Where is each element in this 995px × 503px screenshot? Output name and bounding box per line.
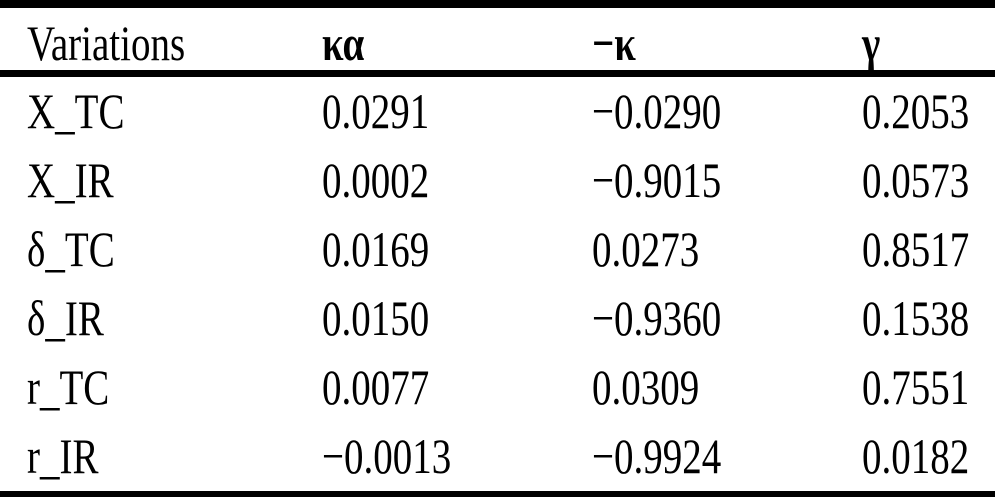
table-header-rule (0, 70, 995, 77)
column-header-neg-kappa: −κ (592, 8, 862, 78)
column-header-neg-kappa-label: −κ (592, 15, 636, 71)
table-row-x-tc: X_TC 0.0291 −0.0290 0.2053 (0, 77, 995, 146)
table-row-r-tc: r_TC 0.0077 0.0309 0.7551 (0, 353, 995, 422)
table-row-x-ir: X_IR 0.0002 −0.9015 0.0573 (0, 146, 995, 215)
cell-value: 0.8517 (862, 221, 970, 277)
row-label: r_IR (27, 428, 99, 484)
cell-value: 0.0002 (322, 152, 430, 208)
cell-value: 0.0573 (862, 152, 970, 208)
row-label: r_TC (27, 359, 110, 415)
cell-value: 0.0182 (862, 428, 970, 484)
cell-value: 0.0150 (322, 290, 430, 346)
table-top-rule (0, 0, 995, 8)
column-header-kappa-alpha-label: κα (322, 15, 365, 71)
cell-value: 0.0273 (592, 221, 700, 277)
cell-value: −0.0013 (322, 428, 452, 484)
column-header-gamma: γ (862, 8, 995, 78)
row-label: δ_IR (27, 290, 104, 346)
cell-value: 0.0291 (322, 83, 430, 139)
cell-value: 0.1538 (862, 290, 970, 346)
table-row-delta-ir: δ_IR 0.0150 −0.9360 0.1538 (0, 284, 995, 353)
table-row-delta-tc: δ_TC 0.0169 0.0273 0.8517 (0, 215, 995, 284)
column-header-kappa-alpha: κα (322, 8, 592, 78)
table-header-row: Variations κα −κ γ (0, 8, 995, 71)
cell-value: −0.0290 (592, 83, 722, 139)
table-row-r-ir: r_IR −0.0013 −0.9924 0.0182 (0, 422, 995, 491)
row-label: δ_TC (27, 221, 115, 277)
cell-value: −0.9360 (592, 290, 722, 346)
column-header-variations-label: Variations (27, 15, 186, 71)
cell-value: −0.9015 (592, 152, 722, 208)
cell-value: 0.0169 (322, 221, 430, 277)
column-header-variations: Variations (27, 8, 322, 78)
cell-value: 0.0077 (322, 359, 430, 415)
cell-value: 0.7551 (862, 359, 970, 415)
table-bottom-rule (0, 491, 995, 497)
row-label: X_IR (27, 152, 114, 208)
cell-value: 0.0309 (592, 359, 700, 415)
cell-value: 0.2053 (862, 83, 970, 139)
column-header-gamma-label: γ (862, 15, 881, 71)
row-label: X_TC (27, 83, 125, 139)
cell-value: −0.9924 (592, 428, 722, 484)
